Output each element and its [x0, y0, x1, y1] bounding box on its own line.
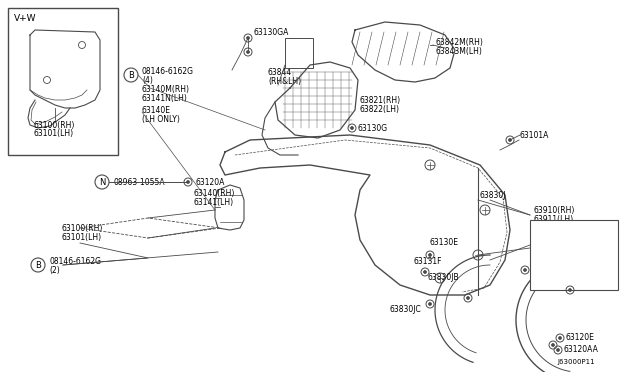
- Text: 63140E: 63140E: [142, 106, 171, 115]
- Text: 63830J: 63830J: [480, 190, 506, 199]
- Circle shape: [424, 270, 426, 273]
- Circle shape: [467, 296, 470, 299]
- Text: 63120AA: 63120AA: [564, 346, 599, 355]
- Text: 63911(LH): 63911(LH): [533, 215, 573, 224]
- Circle shape: [524, 269, 527, 272]
- Text: J63000P11: J63000P11: [557, 359, 595, 365]
- Text: 63101A: 63101A: [520, 131, 549, 140]
- Circle shape: [246, 36, 250, 39]
- Circle shape: [429, 302, 431, 305]
- Text: 63101(LH): 63101(LH): [62, 232, 102, 241]
- Text: 63842M(RH): 63842M(RH): [435, 38, 483, 46]
- Text: 63822(LH): 63822(LH): [360, 105, 400, 113]
- FancyBboxPatch shape: [8, 8, 118, 155]
- Text: 63830JA: 63830JA: [570, 260, 602, 269]
- Text: 08146-6162G: 08146-6162G: [49, 257, 101, 266]
- Text: 63830JC: 63830JC: [390, 305, 422, 314]
- Text: (4): (4): [142, 76, 153, 84]
- Text: 63100(RH): 63100(RH): [62, 224, 104, 232]
- Text: 63100(RH): 63100(RH): [33, 121, 74, 129]
- Circle shape: [552, 343, 554, 346]
- Circle shape: [246, 51, 250, 54]
- Circle shape: [509, 138, 511, 141]
- Text: 63130G: 63130G: [358, 124, 388, 132]
- FancyBboxPatch shape: [530, 220, 618, 290]
- Text: 63830JB: 63830JB: [428, 273, 460, 282]
- Text: 63821(RH): 63821(RH): [360, 96, 401, 105]
- Text: N: N: [99, 177, 105, 186]
- Text: 63881(LH): 63881(LH): [533, 247, 573, 256]
- Text: 63140(RH): 63140(RH): [194, 189, 236, 198]
- Text: 63130GA: 63130GA: [253, 28, 289, 36]
- Circle shape: [559, 337, 561, 340]
- Text: 63131F: 63131F: [414, 257, 442, 266]
- Text: (RH&LH): (RH&LH): [268, 77, 301, 86]
- Text: 63141N(LH): 63141N(LH): [142, 93, 188, 103]
- Text: (LH ONLY): (LH ONLY): [142, 115, 180, 124]
- Text: 63843M(LH): 63843M(LH): [435, 46, 482, 55]
- Text: B: B: [128, 71, 134, 80]
- Text: 63120A: 63120A: [195, 177, 225, 186]
- Text: 63141(LH): 63141(LH): [194, 198, 234, 206]
- Circle shape: [186, 180, 189, 183]
- Circle shape: [557, 349, 559, 352]
- Text: 63910(RH): 63910(RH): [533, 205, 574, 215]
- Text: V+W: V+W: [14, 13, 36, 22]
- Text: (2): (2): [49, 266, 60, 275]
- Text: 63101(LH): 63101(LH): [33, 128, 73, 138]
- Circle shape: [568, 289, 572, 292]
- Text: 08963-1055A: 08963-1055A: [113, 177, 164, 186]
- Text: 63140M(RH): 63140M(RH): [142, 84, 190, 93]
- Text: B: B: [35, 260, 41, 269]
- Text: 63130E: 63130E: [430, 237, 459, 247]
- Circle shape: [429, 253, 431, 257]
- FancyBboxPatch shape: [285, 38, 313, 68]
- Text: 63880(RH): 63880(RH): [533, 237, 574, 247]
- Circle shape: [351, 126, 353, 129]
- Text: 63120E: 63120E: [566, 333, 595, 341]
- Text: 08146-6162G: 08146-6162G: [142, 67, 194, 76]
- Text: 63844: 63844: [268, 67, 292, 77]
